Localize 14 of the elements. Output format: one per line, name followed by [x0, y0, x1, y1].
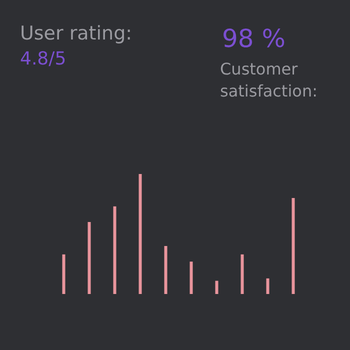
text: User rating: [20, 22, 132, 44]
bar [215, 280, 218, 294]
bar [88, 222, 91, 294]
bar [240, 254, 244, 294]
bar [266, 278, 270, 294]
bar [138, 174, 142, 294]
text: Customer satisfaction: [220, 60, 318, 100]
bar [292, 198, 295, 294]
bar [113, 206, 116, 294]
bar [164, 246, 168, 294]
bar [62, 254, 66, 294]
text: 4.8/5 [20, 48, 66, 70]
text: 98 % [222, 24, 286, 53]
bar [190, 262, 193, 294]
